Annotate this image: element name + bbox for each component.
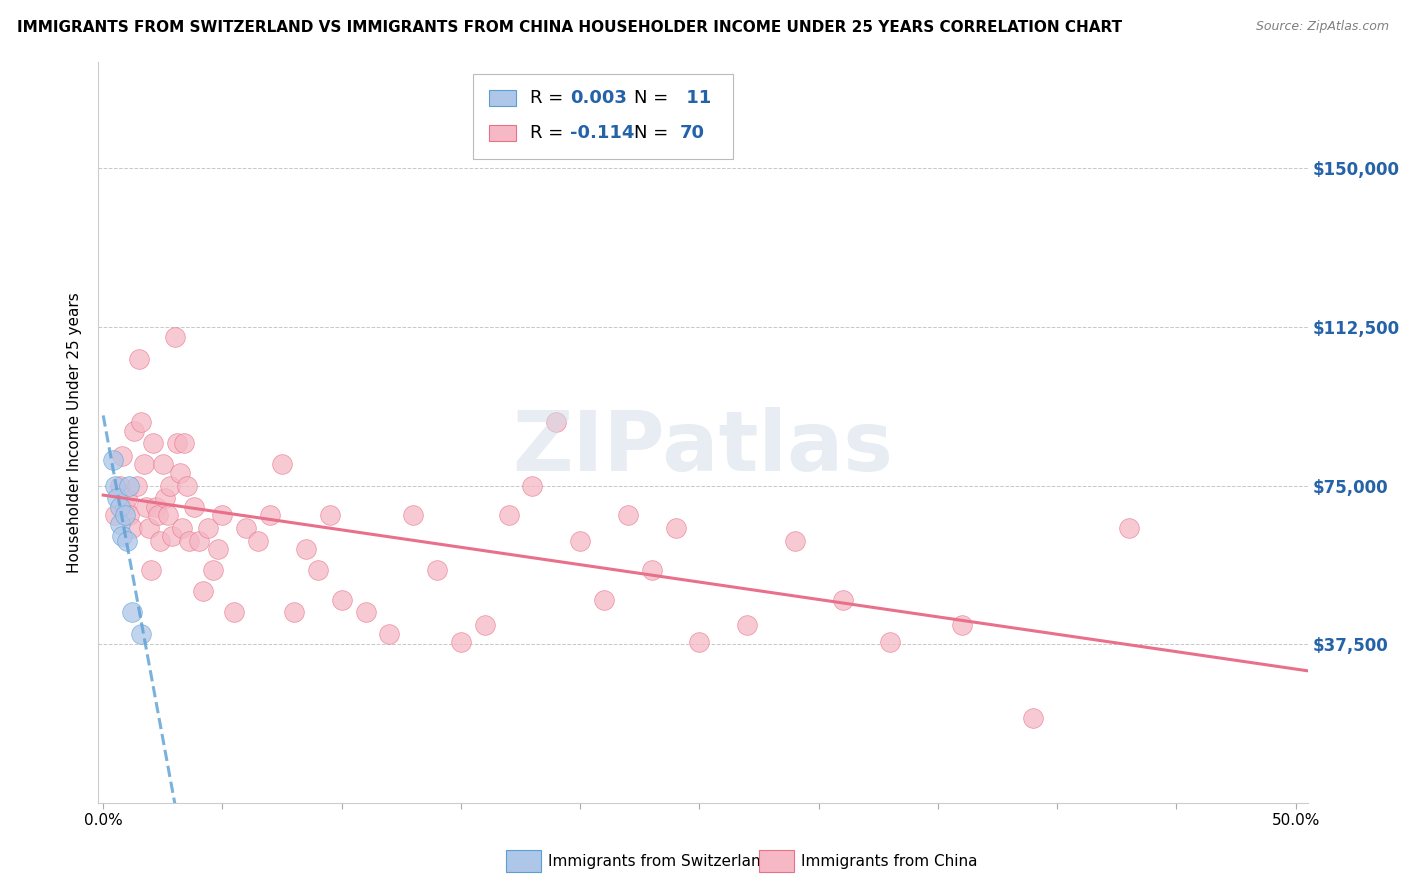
Point [131,626,153,640]
Point [128,351,150,366]
Point [641,563,664,577]
Point [101,453,124,467]
Point [247,533,270,548]
FancyBboxPatch shape [489,90,516,106]
Point [183,500,205,514]
Point [115,491,138,506]
Text: ZIPatlas: ZIPatlas [513,407,893,488]
Point [115,533,138,548]
Point [474,618,496,632]
Point [201,563,224,577]
Text: -0.114: -0.114 [569,124,634,142]
Point [166,436,188,450]
Text: R =: R = [530,124,569,142]
Point [617,508,640,522]
Point [114,508,136,522]
Point [104,478,127,492]
Point [259,508,281,522]
Text: 11: 11 [681,89,711,107]
Text: N =: N = [634,89,673,107]
Point [107,491,129,506]
Point [1118,521,1140,535]
Point [307,563,329,577]
FancyBboxPatch shape [474,73,734,159]
Point [108,516,131,531]
Text: N =: N = [634,124,673,142]
Text: IMMIGRANTS FROM SWITZERLAND VS IMMIGRANTS FROM CHINA HOUSEHOLDER INCOME UNDER 25: IMMIGRANTS FROM SWITZERLAND VS IMMIGRANT… [17,20,1122,35]
Text: Source: ZipAtlas.com: Source: ZipAtlas.com [1256,20,1389,33]
Point [498,508,520,522]
Point [111,449,134,463]
Point [879,635,901,649]
Point [735,618,758,632]
Point [131,415,153,429]
Point [118,508,141,522]
Point [145,500,167,514]
Point [156,508,179,522]
Point [224,606,246,620]
Point [176,478,198,492]
Point [159,478,181,492]
Text: R =: R = [530,89,569,107]
Point [569,533,592,548]
Point [1022,711,1045,725]
Point [170,521,193,535]
Point [142,436,165,450]
Point [593,592,616,607]
Point [104,508,127,522]
Point [122,424,145,438]
Point [132,458,155,472]
Point [135,500,157,514]
Point [146,508,169,522]
Point [152,458,174,472]
Point [831,592,853,607]
Point [426,563,449,577]
Point [162,529,184,543]
Point [108,500,131,514]
Y-axis label: Householder Income Under 25 years: Householder Income Under 25 years [67,293,83,573]
Point [271,458,294,472]
Point [138,521,160,535]
Point [402,508,425,522]
FancyBboxPatch shape [489,125,516,141]
Point [688,635,710,649]
Point [153,491,176,506]
Text: 70: 70 [681,124,704,142]
Point [193,584,215,599]
Point [139,563,162,577]
Point [114,500,136,514]
Point [378,626,401,640]
Point [664,521,686,535]
Point [295,541,318,556]
Point [235,521,257,535]
Point [121,606,143,620]
Point [177,533,200,548]
Point [354,606,377,620]
Point [108,478,131,492]
Point [546,415,568,429]
Point [783,533,806,548]
Point [950,618,973,632]
Point [187,533,209,548]
Text: Immigrants from China: Immigrants from China [801,855,979,869]
Point [207,541,229,556]
Point [283,606,305,620]
Point [111,529,134,543]
Point [450,635,472,649]
Point [125,478,148,492]
Point [319,508,342,522]
Point [330,592,353,607]
Point [173,436,195,450]
Point [118,478,141,492]
Point [163,330,186,344]
Point [522,478,544,492]
Point [197,521,219,535]
Point [169,466,191,480]
Point [211,508,233,522]
Text: Immigrants from Switzerland: Immigrants from Switzerland [548,855,770,869]
Point [149,533,172,548]
Point [121,521,143,535]
Text: 0.003: 0.003 [569,89,627,107]
